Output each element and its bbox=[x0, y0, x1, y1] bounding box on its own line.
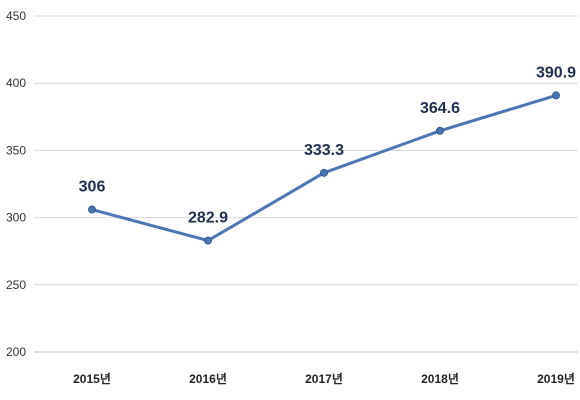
x-axis-ticks: 2015년 2016년 2017년 2018년 2019년 bbox=[73, 372, 575, 386]
data-label-4: 390.9 bbox=[536, 64, 576, 81]
y-tick-label-400: 400 bbox=[6, 76, 26, 90]
data-point-4 bbox=[552, 91, 560, 100]
x-tick-label-0: 2015년 bbox=[73, 372, 111, 386]
data-label-1: 282.9 bbox=[188, 210, 228, 227]
data-point-2 bbox=[320, 168, 328, 177]
data-point-3 bbox=[436, 126, 444, 135]
data-label-2: 333.3 bbox=[304, 142, 344, 159]
x-tick-label-3: 2018년 bbox=[421, 372, 459, 386]
x-tick-label-1: 2016년 bbox=[189, 372, 227, 386]
series-line bbox=[91, 93, 557, 243]
data-points bbox=[88, 91, 560, 245]
data-labels: 306 282.9 333.3 364.6 390.9 bbox=[79, 64, 576, 226]
data-point-0 bbox=[88, 205, 96, 214]
y-axis-ticks: 200 250 300 350 400 450 bbox=[6, 9, 26, 359]
data-label-3: 364.6 bbox=[420, 100, 460, 117]
y-tick-label-300: 300 bbox=[6, 211, 26, 225]
x-tick-label-4: 2019년 bbox=[537, 372, 575, 386]
y-tick-label-350: 350 bbox=[6, 143, 26, 157]
x-tick-label-2: 2017년 bbox=[305, 372, 343, 386]
y-tick-label-200: 200 bbox=[6, 345, 26, 359]
data-label-0: 306 bbox=[79, 179, 106, 196]
y-tick-label-250: 250 bbox=[6, 278, 26, 292]
data-point-1 bbox=[204, 236, 212, 245]
y-tick-label-450: 450 bbox=[6, 9, 26, 23]
